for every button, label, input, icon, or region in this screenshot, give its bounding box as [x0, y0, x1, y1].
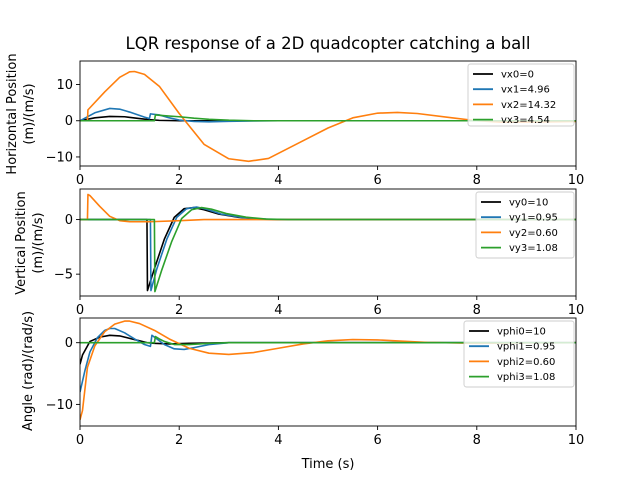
legend-entry: vx1=4.96 [501, 85, 550, 96]
x-tick-label: 2 [175, 433, 183, 448]
y-tick-label: 0 [65, 114, 73, 129]
legend-entry: vy0=10 [509, 198, 548, 209]
series-line-4 [80, 335, 576, 346]
legend-entry: vy2=0.60 [509, 228, 558, 239]
series-group [80, 193, 576, 293]
series-line-4 [80, 114, 576, 122]
legend-entry: vy1=0.95 [509, 213, 558, 224]
axes-frame [79, 60, 577, 167]
legend-entry: vx0=0 [501, 70, 534, 81]
series-line-2 [80, 327, 576, 393]
y-tick-label: 10 [56, 78, 73, 93]
legend-entry: vphi3=1.08 [497, 372, 555, 383]
series-line-3 [80, 320, 576, 421]
legend-box [463, 320, 575, 388]
x-tick-label: 4 [274, 303, 282, 318]
legend-entry: vphi0=10 [497, 327, 546, 338]
y-axis-label: Vertical Position [14, 191, 29, 294]
x-tick-label: 8 [473, 303, 481, 318]
series-group [80, 320, 576, 421]
legend: vphi0=10 vphi1=0.95 vphi2=0.60 vphi3=1.08 [463, 320, 575, 388]
axes-frame [79, 188, 577, 297]
legend-entry: vphi2=0.60 [497, 357, 555, 368]
legend-entry: vx2=14.32 [501, 100, 556, 111]
y-axis-label: Horizontal Position [5, 53, 20, 174]
y-axis-label: (m)/(m/s) [22, 83, 37, 144]
x-tick-label: 0 [76, 303, 84, 318]
legend: vy0=10 vy1=0.95 vy2=0.60 vy3=1.08 [475, 191, 575, 259]
x-tick-label: 0 [76, 433, 84, 448]
series-group [80, 70, 576, 163]
legend-box [467, 63, 575, 127]
series-line-3 [80, 193, 576, 223]
x-tick-label: 8 [473, 433, 481, 448]
x-tick-label: 10 [568, 433, 585, 448]
x-axis-label: Time (s) [301, 457, 355, 472]
y-axis-label: Angle (rad)/(rad/s) [21, 311, 36, 431]
axes-frame [79, 317, 577, 427]
legend-box [475, 191, 575, 259]
x-tick-label: 2 [175, 303, 183, 318]
legend: vx0=0 vx1=4.96 vx2=14.32 vx3=4.54 [467, 63, 575, 127]
y-tick-label: −5 [54, 268, 73, 283]
series-line-1 [80, 115, 576, 122]
chart-title: LQR response of a 2D quadcopter catching… [126, 34, 531, 53]
x-tick-label: 0 [76, 173, 84, 188]
y-tick-label: 0 [65, 336, 73, 351]
series-line-4 [80, 206, 576, 293]
x-tick-label: 6 [373, 303, 381, 318]
x-tick-label: 6 [373, 173, 381, 188]
y-tick-label: −10 [46, 398, 73, 413]
y-axis-label: (m)/(m/s) [31, 212, 46, 273]
y-tick-label: −10 [46, 150, 73, 165]
series-line-3 [80, 70, 576, 163]
x-tick-label: 4 [274, 173, 282, 188]
x-tick-label: 10 [568, 303, 585, 318]
x-tick-label: 4 [274, 433, 282, 448]
x-tick-label: 10 [568, 173, 585, 188]
x-tick-label: 2 [175, 173, 183, 188]
legend-entry: vphi1=0.95 [497, 342, 555, 353]
legend-entry: vy3=1.08 [509, 243, 558, 254]
legend-entry: vx3=4.54 [501, 115, 550, 126]
x-tick-label: 8 [473, 173, 481, 188]
y-tick-label: 0 [65, 213, 73, 228]
subplot-2: 0 2 4 6 8 10 −5 0 Vertical Position (m)/(m/s) vy0=… [14, 188, 585, 318]
x-tick-label: 6 [373, 433, 381, 448]
